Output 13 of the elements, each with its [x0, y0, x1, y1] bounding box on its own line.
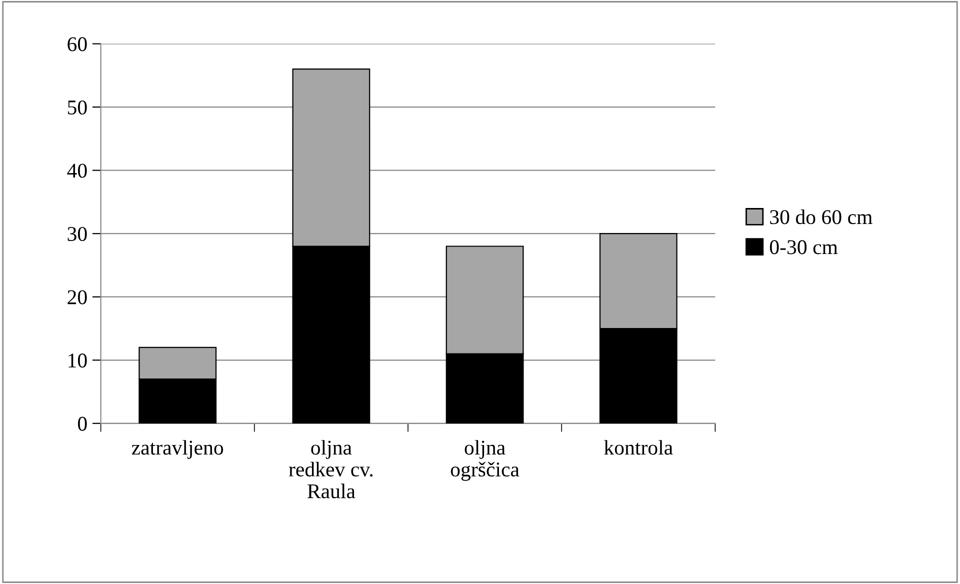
x-tick-label: oljna redkev cv. Raula	[288, 440, 373, 498]
legend-label: 0-30 cm	[770, 240, 838, 254]
x-tick-label: kontrola	[604, 440, 673, 455]
y-tick-label: 10	[68, 354, 87, 368]
y-tick-label: 0	[78, 416, 87, 431]
x-tick-label: zatravljeno	[132, 440, 224, 459]
x-tick-label: oljna ogrščica	[450, 440, 520, 481]
y-tick-label: 50	[68, 100, 87, 114]
y-tick-label: 40	[67, 164, 87, 178]
y-tick-label: 30	[68, 226, 87, 242]
y-tick-label: 60	[68, 37, 87, 52]
legend-label: 30 do 60 cm	[770, 210, 872, 224]
y-tick-label: 20	[68, 290, 87, 304]
